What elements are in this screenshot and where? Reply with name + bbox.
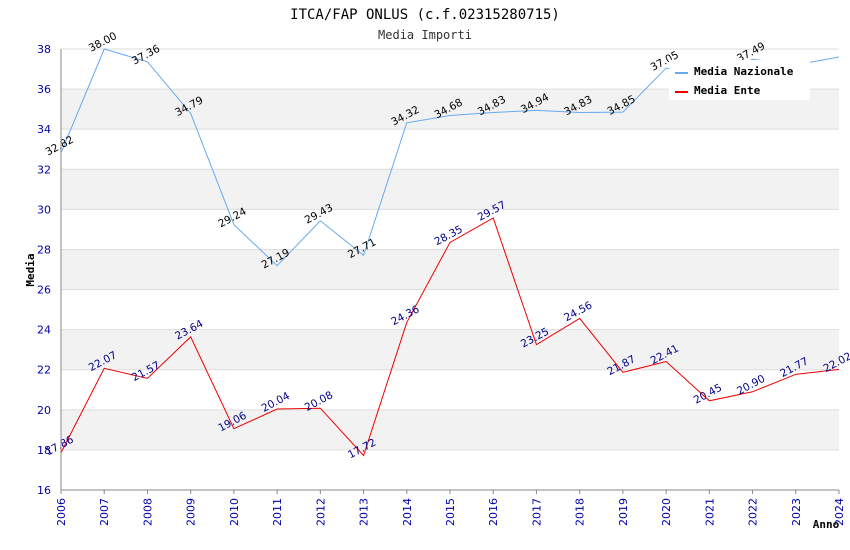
x-tick-label: 2020	[660, 498, 673, 526]
legend-label-media-nazionale: Media Nazionale	[694, 65, 794, 78]
x-tick-label: 2017	[530, 498, 543, 526]
x-tick-label: 2012	[314, 498, 327, 526]
y-tick-label: 36	[37, 83, 51, 96]
data-label-ente: 17.86	[44, 434, 76, 459]
data-label-ente: 24.56	[562, 299, 594, 324]
data-label-ente: 24.36	[389, 303, 421, 328]
y-tick-label: 20	[37, 404, 51, 417]
data-label-nazionale: 37.36	[130, 43, 162, 68]
y-tick-label: 16	[37, 484, 51, 497]
data-label-nazionale: 32.82	[44, 134, 76, 159]
x-tick-label: 2021	[703, 498, 716, 526]
x-tick-label: 2014	[401, 498, 414, 526]
x-tick-label: 2010	[228, 498, 241, 526]
x-tick-label: 2019	[617, 498, 630, 526]
data-label-ente: 20.45	[692, 382, 724, 407]
grid-band	[61, 249, 839, 290]
y-tick-label: 22	[37, 364, 51, 377]
x-tick-label: 2022	[747, 498, 760, 526]
x-tick-label: 2011	[271, 498, 284, 526]
x-tick-label: 2013	[358, 498, 371, 526]
x-tick-label: 2015	[444, 498, 457, 526]
x-tick-label: 2016	[487, 498, 500, 526]
x-tick-label: 2024	[833, 498, 846, 526]
series-line-media-ente	[60, 217, 840, 457]
x-tick-label: 2009	[185, 498, 198, 526]
x-tick-label: 2006	[55, 498, 68, 526]
x-tick-label: 2007	[98, 498, 111, 526]
y-tick-label: 28	[37, 243, 51, 256]
y-tick-label: 34	[37, 123, 51, 136]
grid-band	[61, 409, 839, 450]
y-tick-label: 30	[37, 203, 51, 216]
x-tick-label: 2008	[141, 498, 154, 526]
x-tick-label: 2023	[790, 498, 803, 526]
x-tick-label: 2018	[574, 498, 587, 526]
y-tick-label: 32	[37, 163, 51, 176]
chart-subtitle: Media Importi	[378, 28, 472, 42]
y-tick-label: 26	[37, 284, 51, 297]
y-axis-label: Media	[24, 253, 37, 286]
legend-label-media-ente: Media Ente	[694, 84, 761, 97]
y-axis-ticks: 16 18 20 22 24 26 28 30 32 34 36 38	[37, 43, 51, 497]
grid-bands	[61, 89, 839, 450]
legend: Media Nazionale Media Ente	[669, 60, 810, 100]
x-axis-ticks: 2006 2007 2008 2009 2010 2011 2012 2013 2014 2015…	[55, 490, 846, 526]
y-tick-label: 38	[37, 43, 51, 56]
axes	[60, 49, 839, 491]
grid-lines	[61, 48, 839, 491]
data-label-ente: 20.90	[735, 373, 767, 398]
y-tick-label: 24	[37, 324, 51, 337]
grid-band	[61, 169, 839, 210]
x-axis-label: Anno	[813, 518, 840, 531]
legend-box	[669, 60, 810, 100]
y-tick-label: 18	[37, 444, 51, 457]
chart-title: ITCA/FAP ONLUS (c.f.02315280715)	[290, 7, 560, 23]
data-label-nazionale: 38.00	[87, 30, 119, 55]
